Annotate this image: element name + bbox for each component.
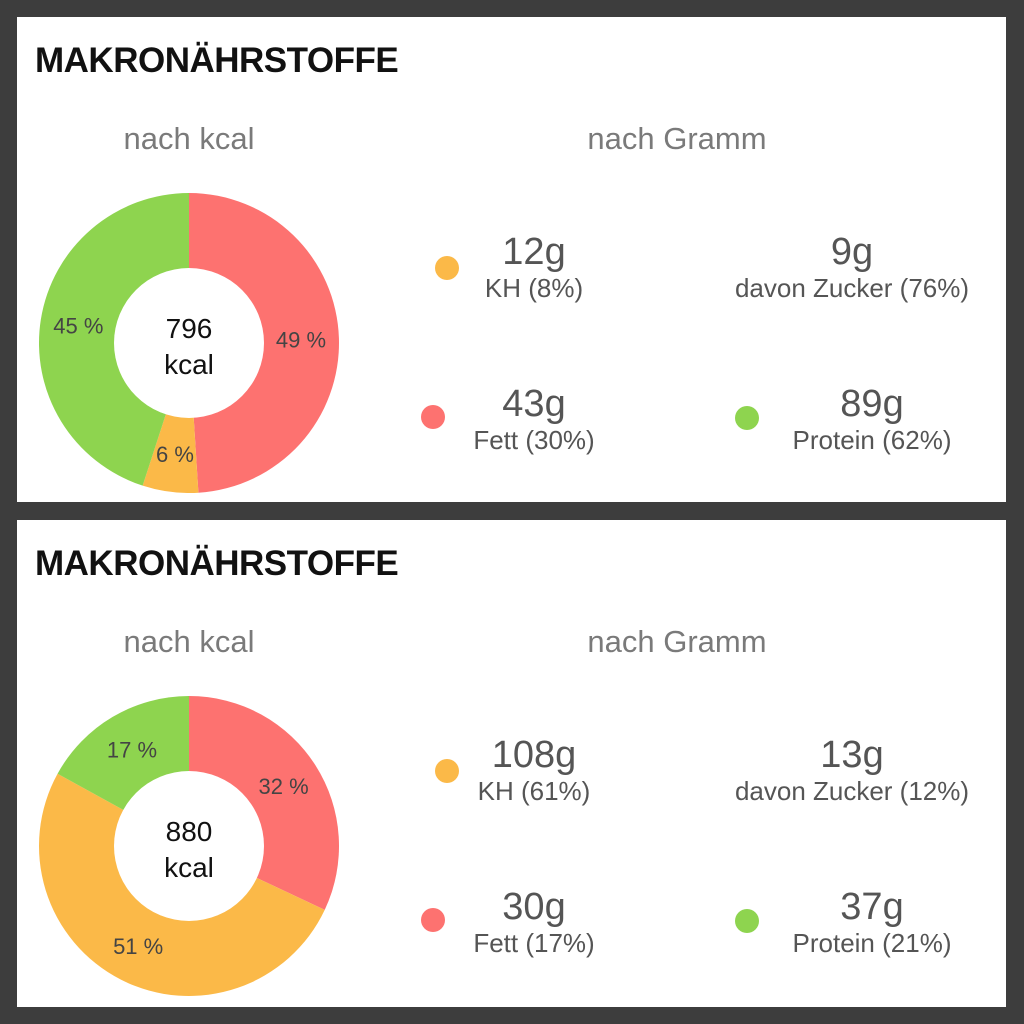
stat-protein-label: Protein (62%) [792, 425, 952, 455]
stat-fett-value: 43g [502, 383, 566, 425]
center-kcal-value: 796 [166, 313, 213, 344]
stat-fett: 43g Fett (30%) [449, 383, 619, 455]
protein-slice [39, 193, 189, 486]
kcal-heading: nach kcal [123, 121, 255, 156]
protein-legend-dot [735, 909, 759, 933]
donut-hole [114, 268, 264, 418]
kcal-donut-chart: 32 % 51 % 17 % 880 kcal [39, 696, 339, 996]
stat-kh-value: 108g [491, 734, 577, 776]
stat-protein: 89g Protein (62%) [767, 383, 977, 455]
stat-zucker-label: davon Zucker (76%) [734, 273, 970, 303]
protein-slice-label: 45 % [53, 313, 103, 338]
panel-title: MAKRONÄHRSTOFFE [35, 544, 399, 583]
kcal-donut-chart: 49 % 6 % 45 % 796 kcal [39, 193, 339, 493]
fett-legend-dot [421, 908, 445, 932]
center-kcal-unit: kcal [164, 852, 214, 883]
stat-protein-label: Protein (21%) [792, 928, 952, 958]
stat-kh: 12g KH (8%) [449, 231, 619, 303]
macro-panel-2: MAKRONÄHRSTOFFE nach kcal nach Gramm 32 … [17, 520, 1006, 1007]
stat-kh-label: KH (8%) [484, 273, 584, 303]
stat-fett-value: 30g [502, 886, 566, 928]
stat-zucker-value: 9g [830, 231, 874, 273]
stat-fett-label: Fett (17%) [473, 928, 595, 958]
stat-zucker-label: davon Zucker (12%) [734, 776, 970, 806]
gramm-heading: nach Gramm [587, 624, 767, 659]
macro-panel-1: MAKRONÄHRSTOFFE nach kcal nach Gramm 49 … [17, 17, 1006, 502]
donut-hole [114, 771, 264, 921]
gramm-heading: nach Gramm [587, 121, 767, 156]
kh-slice-label: 51 % [113, 934, 163, 959]
stat-fett-label: Fett (30%) [473, 425, 595, 455]
stat-fett: 30g Fett (17%) [449, 886, 619, 958]
protein-legend-dot [735, 406, 759, 430]
stat-protein: 37g Protein (21%) [767, 886, 977, 958]
fett-slice-label: 32 % [258, 774, 308, 799]
stat-zucker: 9g davon Zucker (76%) [707, 231, 997, 303]
stat-zucker-value: 13g [820, 734, 884, 776]
fett-slice-label: 49 % [276, 327, 326, 352]
stat-kh-value: 12g [502, 231, 566, 273]
center-kcal-value: 880 [166, 816, 213, 847]
stat-zucker: 13g davon Zucker (12%) [707, 734, 997, 806]
stat-protein-value: 89g [840, 383, 904, 425]
kh-legend-dot [435, 256, 459, 280]
kh-legend-dot [435, 759, 459, 783]
fett-slice [189, 193, 339, 493]
stat-kh-label: KH (61%) [477, 776, 591, 806]
kcal-heading: nach kcal [123, 624, 255, 659]
center-kcal-unit: kcal [164, 349, 214, 380]
panel-title: MAKRONÄHRSTOFFE [35, 41, 399, 80]
fett-legend-dot [421, 405, 445, 429]
stat-kh: 108g KH (61%) [449, 734, 619, 806]
kh-slice-label: 6 % [156, 442, 194, 467]
stat-protein-value: 37g [840, 886, 904, 928]
protein-slice-label: 17 % [107, 738, 157, 763]
